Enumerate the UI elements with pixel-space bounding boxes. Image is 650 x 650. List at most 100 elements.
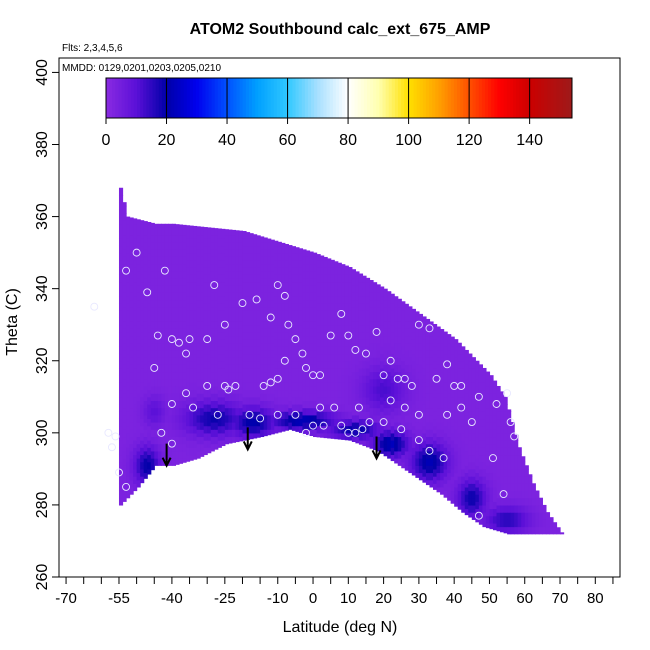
heatmap-cell <box>485 486 491 495</box>
heatmap-cell <box>549 519 554 528</box>
heatmap-cell <box>373 321 378 329</box>
heatmap-cell <box>305 371 311 380</box>
heatmap-cell <box>228 349 233 358</box>
heatmap-cell <box>238 277 244 286</box>
heatmap-cell <box>489 378 494 387</box>
heatmap-cell <box>196 378 201 387</box>
heatmap-cell <box>122 277 127 286</box>
heatmap-cell <box>313 256 318 265</box>
heatmap-cell <box>140 220 145 225</box>
heatmap-cell <box>256 425 261 434</box>
heatmap-cell <box>224 234 229 243</box>
heatmap-cell <box>228 299 233 308</box>
heatmap-cell <box>316 432 321 438</box>
heatmap-cell <box>394 393 399 401</box>
heatmap-cell <box>313 292 318 301</box>
heatmap-cell <box>422 454 427 463</box>
heatmap-cell <box>447 436 452 445</box>
heatmap-cell <box>316 346 321 355</box>
heatmap-cell <box>436 335 441 344</box>
heatmap-cell <box>274 303 279 311</box>
heatmap-cell <box>330 418 335 427</box>
heatmap-cell <box>263 277 268 286</box>
heatmap-cell <box>387 328 392 337</box>
heatmap-cell <box>221 353 226 362</box>
heatmap-cell <box>288 393 293 401</box>
heatmap-cell <box>203 353 208 362</box>
heatmap-cell <box>157 234 162 243</box>
heatmap-cell <box>376 400 381 409</box>
plot-area: -70 -55 -40 -25 -10 0 10 20 30 40 50 60 70 8026028030… <box>34 57 621 607</box>
heatmap-cell <box>270 270 275 279</box>
heatmap-cell <box>482 396 487 405</box>
heatmap-cell <box>249 418 254 427</box>
heatmap-cell <box>327 396 332 405</box>
heatmap-cell <box>256 331 261 340</box>
colorbar-swatch <box>292 78 297 118</box>
heatmap-cell <box>168 458 173 466</box>
observation-point <box>157 428 166 437</box>
heatmap-cell <box>492 436 498 445</box>
heatmap-cell <box>256 310 261 319</box>
heatmap-cell <box>478 382 483 391</box>
heatmap-cell <box>203 440 208 448</box>
heatmap-cell <box>157 223 162 228</box>
heatmap-cell <box>468 382 473 391</box>
heatmap-cell <box>256 360 261 369</box>
heatmap-cell <box>186 310 191 319</box>
heatmap-cell <box>408 306 413 315</box>
heatmap-cell <box>313 414 318 423</box>
heatmap-cell <box>288 285 293 293</box>
heatmap-cell <box>136 422 141 430</box>
heatmap-cell <box>341 432 346 440</box>
heatmap-cell <box>450 389 455 398</box>
heatmap-cell <box>214 241 219 250</box>
heatmap-cell <box>253 382 258 391</box>
heatmap-cell <box>478 483 483 492</box>
heatmap-cell <box>288 371 293 380</box>
heatmap-cell <box>186 353 191 362</box>
heatmap-cell <box>253 245 258 254</box>
heatmap-cell <box>200 357 205 365</box>
heatmap-cell <box>126 447 131 456</box>
heatmap-cell <box>200 299 205 308</box>
heatmap-cell <box>214 436 219 445</box>
heatmap-cell <box>140 367 145 376</box>
heatmap-cell <box>161 407 166 416</box>
heatmap-cell <box>475 443 480 452</box>
heatmap-cell <box>355 414 360 423</box>
heatmap-cell <box>365 339 371 347</box>
heatmap-cell <box>369 349 374 358</box>
heatmap-field <box>118 187 565 535</box>
heatmap-cell <box>118 317 124 326</box>
heatmap-cell <box>143 277 148 286</box>
heatmap-cell <box>425 479 431 486</box>
colorbar-tick-label: 40 <box>218 132 236 149</box>
heatmap-cell <box>126 267 131 275</box>
heatmap-cell <box>238 357 244 365</box>
heatmap-cell <box>334 404 339 412</box>
heatmap-cell <box>348 353 353 362</box>
colorbar-swatch <box>279 78 284 118</box>
heatmap-cell <box>362 375 367 383</box>
heatmap-cell <box>447 429 452 438</box>
heatmap-cell <box>394 335 399 344</box>
colorbar-swatch <box>500 78 505 118</box>
y-tick-label: 300 <box>34 419 51 446</box>
heatmap-cell <box>242 288 247 297</box>
heatmap-cell <box>136 357 141 365</box>
heatmap-cell <box>175 227 180 236</box>
heatmap-cell <box>196 306 201 315</box>
heatmap-cell <box>270 400 275 409</box>
heatmap-cell <box>496 389 501 398</box>
heatmap-cell <box>387 422 392 430</box>
heatmap-cell <box>136 263 141 272</box>
heatmap-cell <box>281 324 286 333</box>
heatmap-cell <box>284 360 289 369</box>
heatmap-cell <box>175 321 180 329</box>
heatmap-cell <box>348 267 353 275</box>
heatmap-cell <box>214 313 219 322</box>
heatmap-cell <box>334 425 339 434</box>
heatmap-cell <box>207 425 212 434</box>
colorbar-swatch <box>491 78 495 118</box>
